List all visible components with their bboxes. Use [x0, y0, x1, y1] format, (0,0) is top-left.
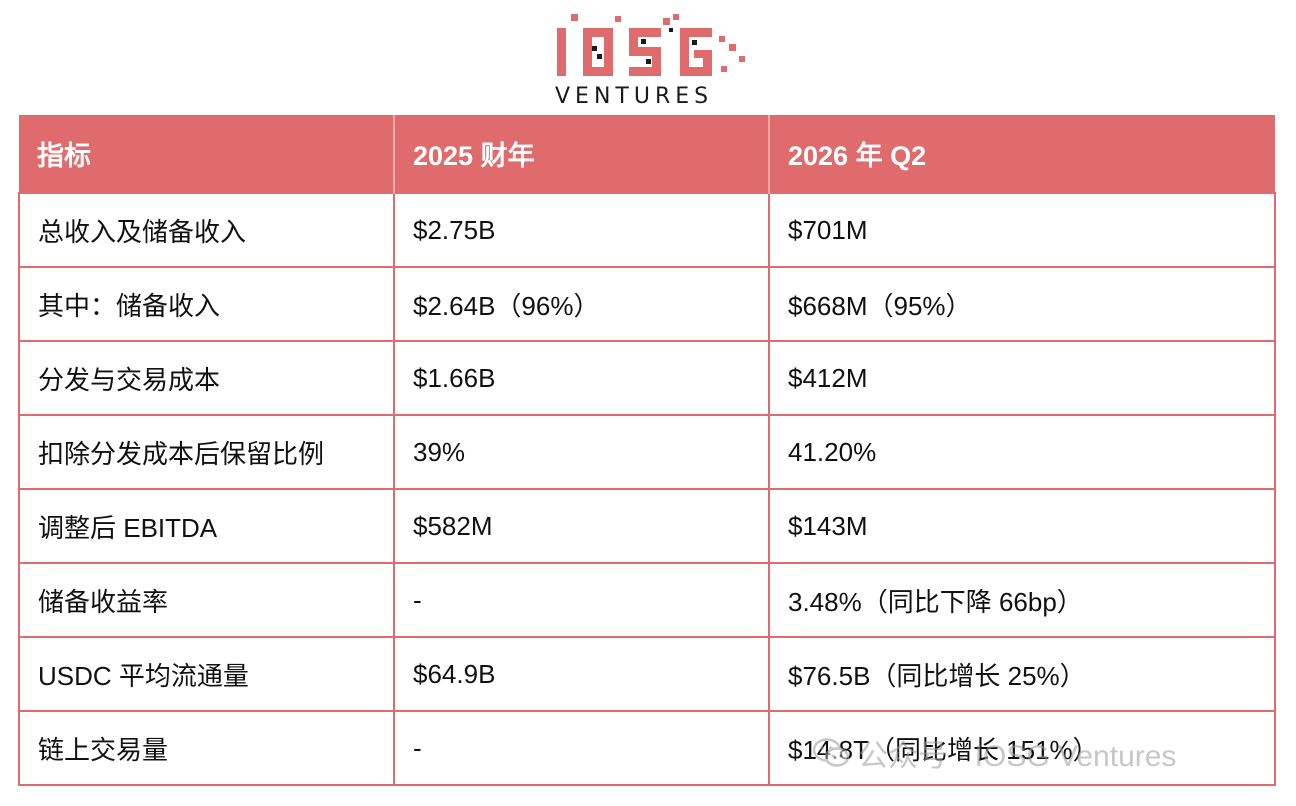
row-2026-q2-cell: $76.5B（同比增长 25%）: [768, 636, 1276, 712]
row-2026-q2-cell: $143M: [768, 488, 1276, 564]
header-metric: 指标: [19, 115, 395, 193]
row-fy2025-cell: 39%: [393, 414, 770, 490]
row-fy2025-cell: $582M: [393, 488, 770, 564]
row-metric-cell: 总收入及储备收入: [18, 192, 395, 268]
table-row: 储备收益率 - 3.48%（同比下降 66bp）: [18, 562, 1276, 638]
iosg-ventures-logo: VENTURES: [553, 14, 753, 109]
row-metric-cell: 储备收益率: [18, 562, 395, 638]
row-2026-q2-cell: $14.8T（同比增长 151%）: [768, 710, 1276, 786]
row-metric-cell: 分发与交易成本: [18, 340, 395, 416]
table-row: 链上交易量 - $14.8T（同比增长 151%）: [18, 710, 1276, 786]
row-fy2025-cell: $1.66B: [393, 340, 770, 416]
row-fy2025-cell: -: [393, 562, 770, 638]
row-fy2025-cell: $2.75B: [393, 192, 770, 268]
table-header-row: 指标 2025 财年 2026 年 Q2: [19, 115, 1275, 193]
iosg-pixel-logo-icon: [557, 14, 745, 76]
row-2026-q2-cell: 3.48%（同比下降 66bp）: [768, 562, 1276, 638]
row-2026-q2-cell: $701M: [768, 192, 1276, 268]
row-fy2025-cell: $2.64B（96%）: [393, 266, 770, 342]
metrics-table: 指标 2025 财年 2026 年 Q2 总收入及储备收入 $2.75B $70…: [18, 115, 1276, 786]
header-fy2025: 2025 财年: [394, 115, 770, 193]
table-row: 其中：储备收入 $2.64B（96%） $668M（95%）: [18, 266, 1276, 342]
row-2026-q2-cell: $668M（95%）: [768, 266, 1276, 342]
header-2026-q2: 2026 年 Q2: [769, 115, 1275, 193]
table-row: USDC 平均流通量 $64.9B $76.5B（同比增长 25%）: [18, 636, 1276, 712]
table-row: 调整后 EBITDA $582M $143M: [18, 488, 1276, 564]
row-metric-cell: 扣除分发成本后保留比例: [18, 414, 395, 490]
table-row: 总收入及储备收入 $2.75B $701M: [18, 192, 1276, 268]
row-metric-cell: 链上交易量: [18, 710, 395, 786]
table-row: 分发与交易成本 $1.66B $412M: [18, 340, 1276, 416]
row-fy2025-cell: -: [393, 710, 770, 786]
row-metric-cell: 调整后 EBITDA: [18, 488, 395, 564]
row-fy2025-cell: $64.9B: [393, 636, 770, 712]
row-2026-q2-cell: $412M: [768, 340, 1276, 416]
table-row: 扣除分发成本后保留比例 39% 41.20%: [18, 414, 1276, 490]
logo-wordmark: VENTURES: [555, 84, 714, 109]
row-metric-cell: 其中：储备收入: [18, 266, 395, 342]
row-metric-cell: USDC 平均流通量: [18, 636, 395, 712]
row-2026-q2-cell: 41.20%: [768, 414, 1276, 490]
